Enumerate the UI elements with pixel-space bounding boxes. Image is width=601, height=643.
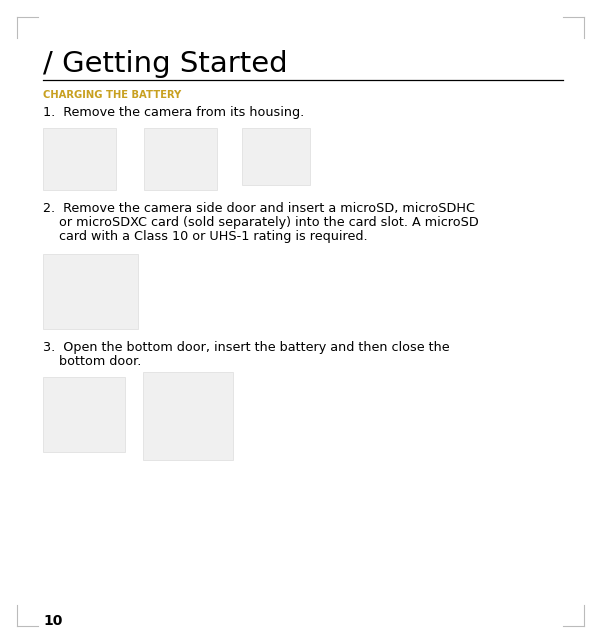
Text: or microSDXC card (sold separately) into the card slot. A microSD: or microSDXC card (sold separately) into…	[43, 216, 479, 229]
FancyBboxPatch shape	[144, 128, 217, 190]
Text: 10: 10	[43, 614, 63, 628]
Text: 3.  Open the bottom door, insert the battery and then close the: 3. Open the bottom door, insert the batt…	[43, 341, 450, 354]
FancyBboxPatch shape	[242, 128, 310, 185]
FancyBboxPatch shape	[43, 377, 125, 452]
Text: CHARGING THE BATTERY: CHARGING THE BATTERY	[43, 90, 182, 100]
Text: bottom door.: bottom door.	[43, 355, 141, 368]
FancyBboxPatch shape	[143, 372, 233, 460]
Text: card with a Class 10 or UHS-1 rating is required.: card with a Class 10 or UHS-1 rating is …	[43, 230, 368, 243]
Text: 1.  Remove the camera from its housing.: 1. Remove the camera from its housing.	[43, 106, 304, 119]
FancyBboxPatch shape	[43, 254, 138, 329]
FancyBboxPatch shape	[43, 128, 116, 190]
Text: / Getting Started: / Getting Started	[43, 50, 288, 78]
Text: 2.  Remove the camera side door and insert a microSD, microSDHC: 2. Remove the camera side door and inser…	[43, 202, 475, 215]
